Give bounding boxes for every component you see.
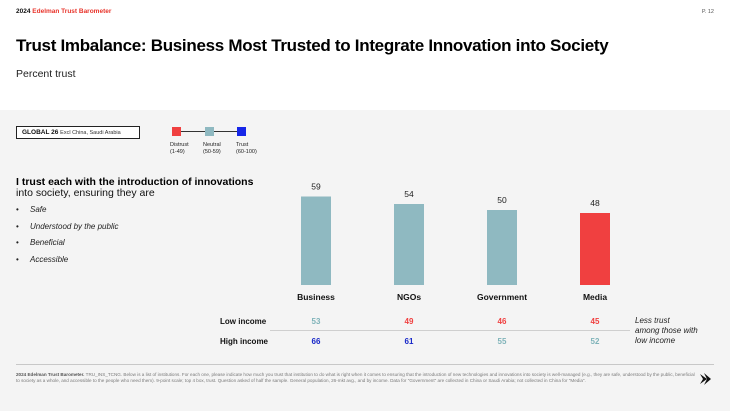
footnote-source: 2024 Edelman Trust Barometer. bbox=[16, 372, 85, 377]
footer-separator bbox=[16, 364, 714, 365]
scope-box: GLOBAL 26 Excl China, Saudi Arabia bbox=[16, 126, 140, 139]
brand-logo: 2024 Edelman Trust Barometer bbox=[16, 8, 111, 15]
legend-label-neutral: Neutral (50-59) bbox=[203, 142, 221, 155]
bullet-item: Beneficial bbox=[16, 238, 119, 255]
legend-swatch-trust bbox=[237, 127, 246, 136]
footnote-text: TRU_INS_TCNG. Below is a list of institu… bbox=[16, 372, 695, 384]
legend-swatch-distrust bbox=[172, 127, 181, 136]
income-cell: 52 bbox=[590, 337, 600, 346]
income-cell: 53 bbox=[311, 317, 321, 326]
category-label: Media bbox=[583, 292, 607, 302]
scope-exclusion: Excl China, Saudi Arabia bbox=[60, 130, 121, 136]
bar-value-label: 59 bbox=[311, 182, 321, 192]
bar-ngos bbox=[394, 204, 424, 285]
category-label: Business bbox=[297, 292, 335, 302]
income-cell: 49 bbox=[404, 317, 414, 326]
brand-year: 2024 bbox=[16, 8, 31, 15]
brand-name: Edelman Trust Barometer bbox=[32, 8, 112, 15]
scope-label: GLOBAL 26 bbox=[22, 129, 59, 136]
page-title: Trust Imbalance: Business Most Trusted t… bbox=[16, 36, 609, 55]
row-label-high-income: High income bbox=[220, 337, 269, 346]
statement-heading: I trust each with the introduction of in… bbox=[16, 176, 254, 188]
income-cell: 55 bbox=[497, 337, 507, 346]
footnote: 2024 Edelman Trust Barometer. TRU_INS_TC… bbox=[16, 372, 696, 385]
legend: Distrust (1-49) Neutral (50-59) Trust (6… bbox=[170, 126, 270, 162]
row-label-low-income: Low income bbox=[220, 317, 267, 326]
category-label: Government bbox=[477, 292, 527, 302]
next-arrow-icon[interactable] bbox=[698, 372, 712, 386]
bar-business bbox=[301, 196, 331, 285]
legend-label-trust: Trust (60-100) bbox=[236, 142, 257, 155]
income-cell: 66 bbox=[311, 337, 321, 346]
income-cell: 45 bbox=[590, 317, 600, 326]
bar-value-label: 48 bbox=[590, 198, 600, 208]
income-cell: 61 bbox=[404, 337, 414, 346]
page-number: P. 12 bbox=[701, 9, 714, 15]
bar-media bbox=[580, 213, 610, 285]
bar-government bbox=[487, 210, 517, 285]
page-subtitle: Percent trust bbox=[16, 68, 76, 80]
row-separator bbox=[270, 330, 630, 331]
statement-bullets: Safe Understood by the public Beneficial… bbox=[16, 205, 119, 271]
bullet-item: Understood by the public bbox=[16, 222, 119, 239]
statement-subheading: into society, ensuring they are bbox=[16, 187, 155, 199]
income-cell: 46 bbox=[497, 317, 507, 326]
bullet-item: Accessible bbox=[16, 255, 119, 272]
bar-value-label: 50 bbox=[497, 195, 507, 205]
legend-label-distrust: Distrust (1-49) bbox=[170, 142, 189, 155]
bullet-item: Safe bbox=[16, 205, 119, 222]
bar-value-label: 54 bbox=[404, 189, 414, 199]
category-label: NGOs bbox=[397, 292, 421, 302]
income-note: Less trust among those with low income bbox=[635, 316, 698, 345]
legend-swatch-neutral bbox=[205, 127, 214, 136]
